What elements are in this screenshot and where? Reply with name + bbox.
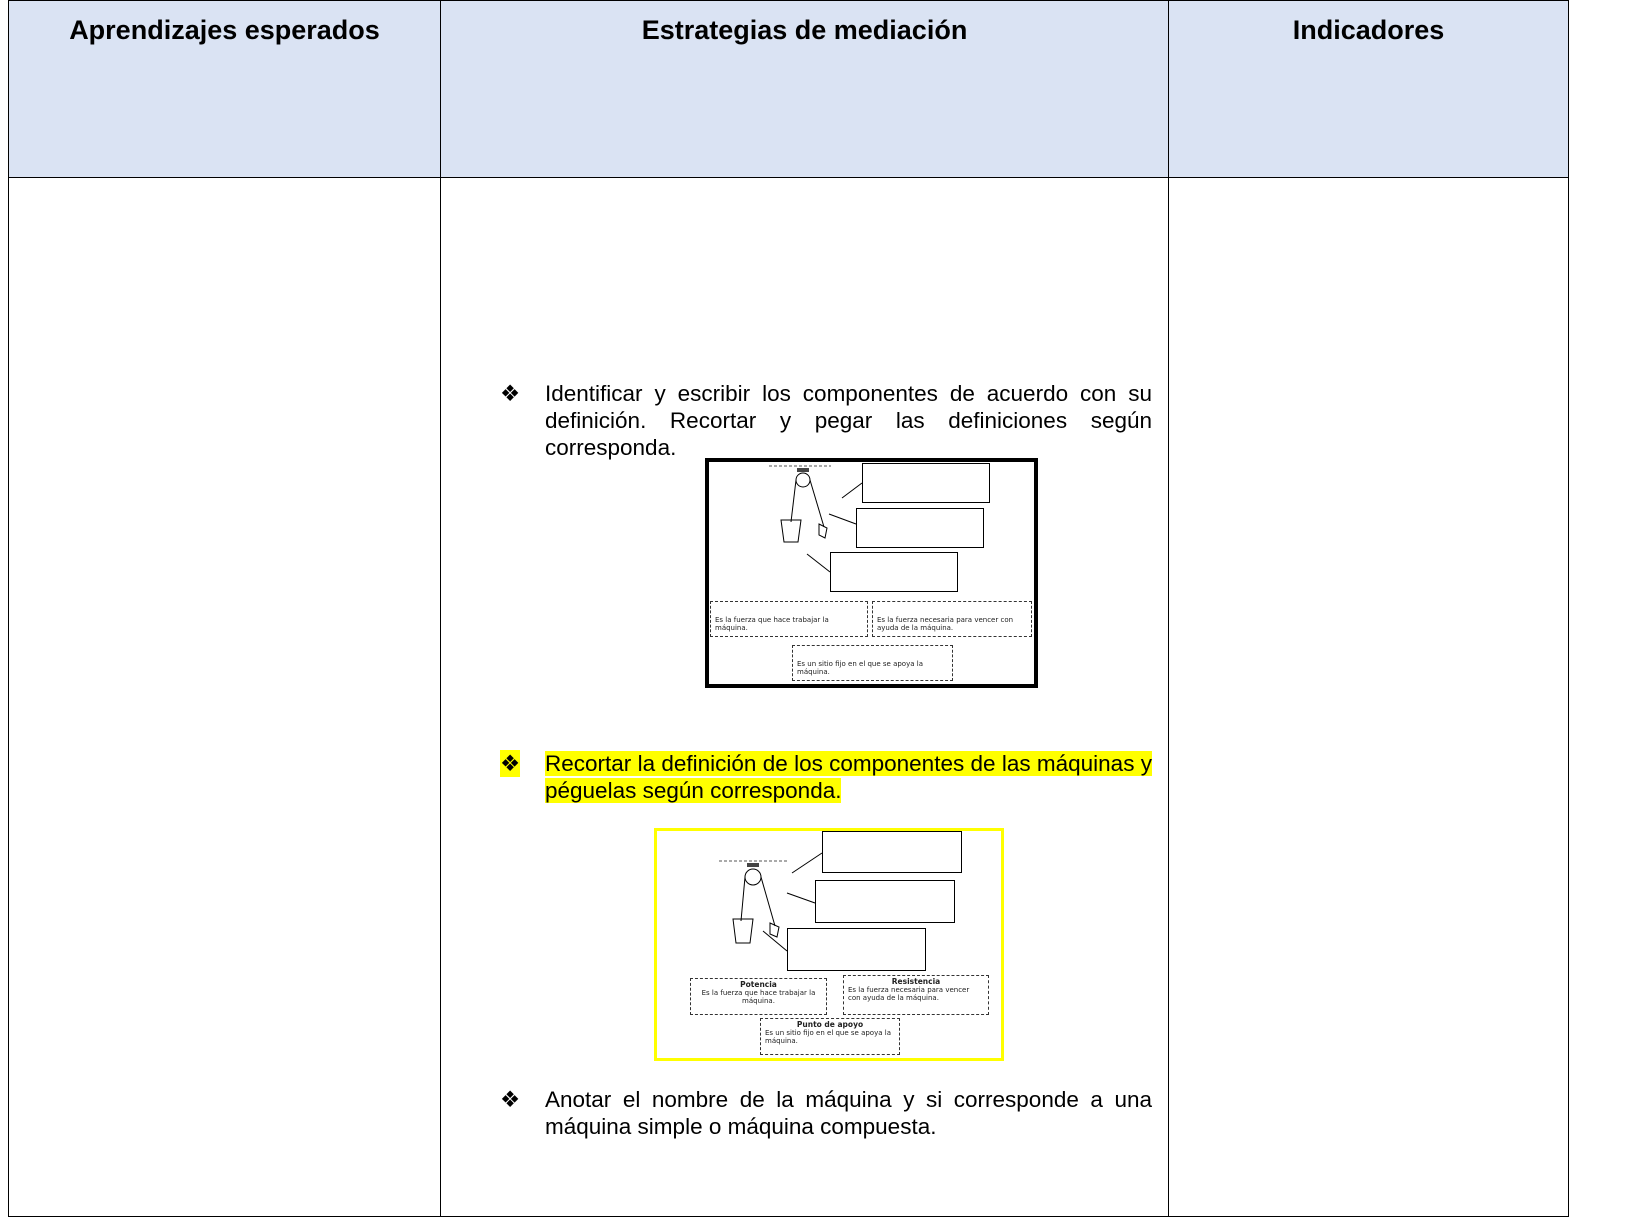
worksheet-figure: Potencia Es la fuerza que hace trabajar l… [654, 828, 1004, 1061]
definition: Es la fuerza que hace trabajar la máquin… [710, 601, 868, 637]
blank-box [815, 880, 955, 923]
cell [8, 177, 441, 1217]
blank-box [856, 508, 984, 548]
header: Aprendizajes esperados [69, 15, 380, 45]
definition: Potencia Es la fuerza que hace trabajar l… [690, 978, 827, 1015]
definition-text: Es la fuerza que hace trabajar la máquin… [701, 989, 816, 1005]
worksheet-figure: Es la fuerza que hace trabajar la máquin… [705, 458, 1038, 688]
definition: Es un sitio fijo en el que se apoya la m… [792, 645, 953, 681]
blank-box [862, 463, 990, 503]
cell [1168, 177, 1569, 1217]
definition-text: Es un sitio fijo en el que se apoya la m… [797, 660, 923, 676]
bullet: ❖ Identificar y escribir los componentes … [500, 381, 1152, 460]
definition-title: Punto de apoyo [796, 1020, 864, 1029]
bullet: ❖ Recortar la definición de los component… [500, 750, 1152, 803]
header-cell: Indicadores [1168, 0, 1569, 178]
blank-box [830, 552, 958, 592]
definition: Punto de apoyo Es un sitio fijo en el que… [760, 1018, 900, 1055]
header-cell: Estrategias de mediación [440, 0, 1169, 178]
blank-box [822, 831, 962, 873]
definition-text: Es la fuerza necesaria para vencer con a… [848, 986, 970, 1002]
pulley-drawing [769, 465, 863, 573]
bullet-text: Identificar y escribir los componentes d… [545, 381, 1152, 460]
definition: Es la fuerza necesaria para vencer con a… [872, 601, 1032, 637]
bullet-text: Anotar el nombre de la máquina y si corr… [545, 1087, 1152, 1139]
pulley-drawing [719, 852, 823, 952]
definition-text: Es un sitio fijo en el que se apoya la m… [765, 1029, 891, 1045]
definition-title: Resistencia [891, 977, 941, 986]
definition-text: Es la fuerza que hace trabajar la máquin… [715, 616, 829, 632]
definition: Resistencia Es la fuerza necesaria para v… [843, 975, 989, 1015]
bullet-text: Recortar la definición de los componente… [545, 751, 1152, 803]
header-cell: Aprendizajes esperados [8, 0, 441, 178]
definition-text: Es la fuerza necesaria para vencer con a… [877, 616, 1014, 632]
header: Indicadores [1292, 15, 1445, 45]
bullet: ❖ Anotar el nombre de la máquina y si cor… [500, 1087, 1152, 1139]
cell [440, 177, 1169, 1217]
header: Estrategias de mediación [641, 15, 968, 45]
blank-box [787, 928, 926, 971]
definition-title: Potencia [740, 980, 777, 989]
